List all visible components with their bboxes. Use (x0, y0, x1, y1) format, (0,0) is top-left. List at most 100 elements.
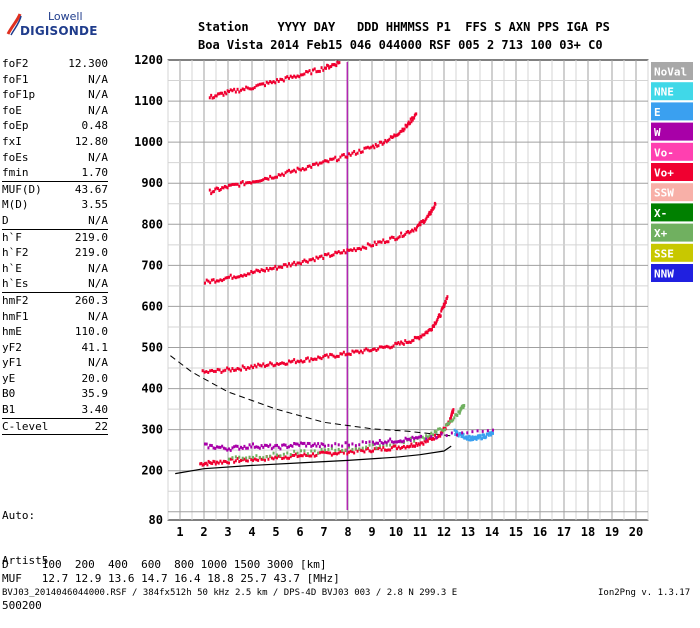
echo-point (214, 187, 217, 191)
echo-point (296, 74, 299, 78)
echo-point (246, 446, 249, 450)
echo-point (320, 442, 323, 446)
echo-point (372, 347, 374, 351)
echo-point (212, 278, 215, 282)
echo-point (397, 132, 400, 136)
echo-point (481, 433, 484, 437)
echo-point (215, 94, 218, 98)
echo-point (212, 459, 215, 463)
echo-point (358, 351, 361, 355)
echo-point (228, 183, 230, 187)
echo-point (443, 302, 446, 306)
echo-point (250, 364, 253, 368)
echo-point (373, 447, 376, 451)
echo-point (200, 461, 203, 465)
echo-point (448, 422, 451, 426)
echo-point (351, 450, 354, 454)
echo-point (326, 63, 329, 67)
echo-point (315, 453, 318, 457)
echo-point (402, 439, 405, 443)
echo-point (241, 458, 244, 462)
echo-point (365, 445, 368, 449)
echo-point (315, 161, 318, 165)
echo-point (312, 452, 314, 456)
echo-point (258, 363, 261, 367)
echo-point (214, 369, 217, 373)
echo-point (354, 349, 357, 353)
echo-point (334, 451, 337, 455)
echo-point (270, 267, 273, 271)
echo-point (293, 74, 296, 78)
echo-point (444, 428, 446, 432)
echo-point (260, 364, 263, 368)
echo-point (482, 435, 485, 439)
echo-point (264, 458, 266, 462)
echo-point (349, 248, 352, 252)
echo-point (380, 140, 383, 144)
echo-point (315, 70, 318, 74)
echo-point (219, 445, 222, 449)
echo-point (435, 436, 438, 440)
echo-point (425, 330, 428, 334)
echo-point (245, 85, 248, 89)
legend-label: E (654, 106, 661, 119)
echo-point (404, 339, 407, 343)
echo-point (282, 79, 285, 83)
echo-point (424, 331, 427, 335)
echo-point (460, 407, 463, 411)
echo-point (373, 347, 376, 351)
echo-point (223, 90, 226, 94)
y-tick-label: 300 (141, 423, 163, 437)
echo-point (205, 370, 208, 374)
echo-point (204, 462, 206, 466)
echo-point (337, 354, 340, 358)
echo-point (432, 433, 434, 437)
echo-point (474, 435, 477, 439)
echo-point (313, 454, 316, 458)
echo-point (229, 448, 232, 452)
echo-point (234, 276, 237, 280)
echo-point (385, 441, 388, 445)
echo-point (330, 353, 333, 357)
echo-point (267, 457, 270, 461)
y-tick-label: 800 (141, 217, 163, 231)
echo-point (450, 419, 453, 423)
echo-point (288, 76, 290, 80)
echo-point (398, 235, 401, 239)
echo-point (421, 333, 424, 337)
echo-point (211, 96, 214, 100)
param-row: yE 20.0 (2, 371, 108, 387)
param-name: C-level (2, 419, 49, 433)
echo-point (385, 240, 388, 244)
echo-point (228, 457, 230, 461)
echo-point (300, 454, 302, 458)
echo-point (318, 451, 321, 455)
echo-point (435, 321, 438, 325)
echo-point (246, 272, 249, 276)
echo-point (440, 432, 443, 436)
echo-point (439, 434, 442, 438)
echo-point (360, 448, 362, 452)
echo-point (404, 436, 407, 440)
echo-point (408, 445, 410, 449)
echo-point (411, 116, 414, 120)
echo-point (441, 430, 444, 434)
echo-point (303, 168, 306, 172)
echo-point (324, 450, 326, 454)
echo-point (250, 458, 253, 462)
echo-point (300, 449, 302, 453)
echo-point (428, 328, 431, 332)
echo-point (465, 435, 468, 439)
echo-point (310, 72, 313, 76)
echo-point (330, 453, 333, 457)
echo-point (433, 430, 436, 434)
echo-point (308, 258, 311, 262)
echo-point (411, 435, 414, 439)
param-name: hmE (2, 325, 22, 339)
echo-point (320, 161, 323, 165)
echo-point (456, 413, 459, 417)
file-info: BVJ03_2014046044000.RSF / 384fx512h 50 k… (2, 588, 458, 598)
echo-point (442, 429, 445, 433)
echo-point (284, 263, 287, 267)
echo-point (260, 179, 263, 183)
